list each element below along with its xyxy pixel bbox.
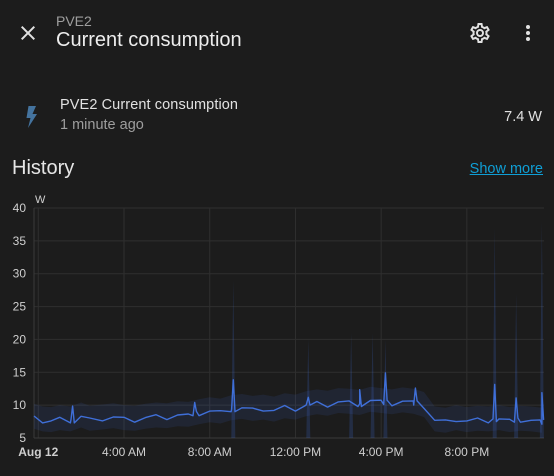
max-spike xyxy=(231,280,236,438)
y-tick-label: 40 xyxy=(13,201,27,215)
y-tick-label: 25 xyxy=(13,300,27,314)
lightning-bolt-icon xyxy=(20,104,44,130)
entity-state-value: 7.4 W xyxy=(504,109,542,125)
x-tick-label: Aug 12 xyxy=(18,445,58,459)
max-spike xyxy=(370,332,375,438)
x-tick-label: 8:00 PM xyxy=(445,445,490,459)
x-tick-label: 4:00 PM xyxy=(359,445,404,459)
max-spike xyxy=(349,332,354,438)
history-chart[interactable]: 5 10 15 20 25 30 35 40 Aug 12 4:00 AM 8:00 AM 12:00… xyxy=(0,190,554,476)
y-axis-unit-label: W xyxy=(35,194,46,206)
entity-last-changed: 1 minute ago xyxy=(60,117,144,133)
dots-vertical-icon xyxy=(526,25,530,41)
y-tick-label: 5 xyxy=(19,431,26,445)
y-tick-label: 15 xyxy=(13,365,27,379)
y-tick-label: 35 xyxy=(13,234,27,248)
series-range-band xyxy=(34,386,542,433)
close-button[interactable] xyxy=(8,13,48,53)
dialog-title: Current consumption xyxy=(56,29,242,51)
x-tick-label: 4:00 AM xyxy=(102,445,146,459)
series-line xyxy=(33,372,545,425)
entity-name: PVE2 Current consumption xyxy=(60,97,239,113)
dialog-subtitle: PVE2 xyxy=(56,13,92,29)
x-tick-label: 8:00 AM xyxy=(188,445,232,459)
show-more-link[interactable]: Show more xyxy=(469,161,543,177)
max-spike xyxy=(539,221,544,438)
more-options-button[interactable] xyxy=(508,13,548,53)
history-title: History xyxy=(12,157,75,179)
x-tick-label: 12:00 PM xyxy=(270,445,321,459)
y-tick-label: 20 xyxy=(13,332,27,346)
max-spike xyxy=(306,339,311,438)
max-spike xyxy=(383,339,388,438)
close-icon xyxy=(21,26,35,40)
max-spike xyxy=(492,227,497,438)
y-tick-label: 30 xyxy=(13,267,27,281)
settings-button[interactable] xyxy=(460,13,500,53)
y-tick-label: 10 xyxy=(13,398,27,412)
gear-icon xyxy=(470,23,490,43)
